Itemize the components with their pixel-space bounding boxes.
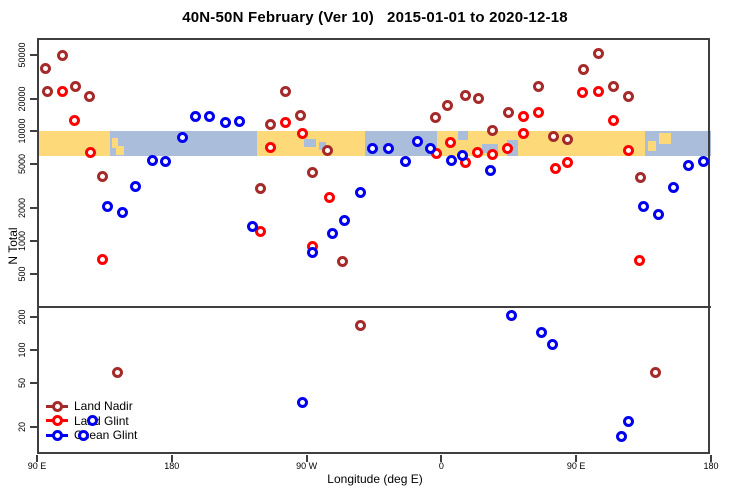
- x-tick-label: 90 E: [27, 461, 47, 471]
- legend: Land Nadir Land Glint Ocean Glint: [46, 399, 137, 443]
- y-tick-mark: [30, 316, 37, 319]
- y-tick-label: 20000: [17, 86, 27, 112]
- y-tick-label: 10000: [17, 118, 27, 144]
- legend-item-ocean-glint: Ocean Glint: [46, 428, 137, 443]
- plot-area: [37, 38, 710, 454]
- x-tick-mark: [575, 455, 578, 462]
- chart-title: 40N-50N February (Ver 10) 2015-01-01 to …: [182, 9, 568, 26]
- x-tick-label: 0: [438, 461, 444, 471]
- x-tick-mark: [170, 455, 173, 462]
- legend-item-land-nadir: Land Nadir: [46, 399, 137, 414]
- legend-label-land-nadir: Land Nadir: [74, 399, 133, 414]
- x-tick-mark: [305, 455, 308, 462]
- x-tick-mark: [36, 455, 38, 462]
- ocean-glint-marker-icon: [46, 429, 68, 441]
- x-axis-label: Longitude (deg E): [327, 472, 423, 486]
- y-tick-mark: [30, 130, 37, 133]
- y-tick-label: 50: [17, 378, 27, 389]
- y-tick-label: 200: [17, 309, 27, 325]
- y-tick-mark: [30, 206, 37, 209]
- y-tick-mark: [30, 425, 37, 428]
- land-glint-marker-icon: [46, 415, 68, 427]
- x-tick-label: 180: [703, 461, 719, 471]
- y-tick-mark: [30, 349, 37, 352]
- y-tick-label: 50000: [17, 42, 27, 68]
- y-tick-mark: [30, 382, 37, 385]
- legend-label-land-glint: Land Glint: [74, 413, 129, 428]
- legend-item-land-glint: Land Glint: [46, 414, 137, 429]
- y-tick-label: 5000: [17, 154, 27, 175]
- y-tick-mark: [30, 239, 37, 242]
- y-axis-label: N Total: [6, 227, 20, 265]
- y-tick-label: 20: [17, 421, 27, 432]
- x-tick-label: 180: [164, 461, 180, 471]
- y-tick-label: 100: [17, 342, 27, 358]
- x-tick-label: 90 W: [296, 461, 318, 471]
- x-tick-label: 90 E: [566, 461, 586, 471]
- x-tick-mark: [440, 455, 443, 462]
- y-tick-mark: [30, 272, 37, 275]
- y-tick-mark: [30, 97, 37, 100]
- x-tick-mark: [710, 455, 712, 462]
- y-tick-mark: [30, 54, 37, 56]
- land-nadir-marker-icon: [46, 400, 68, 412]
- legend-label-ocean-glint: Ocean Glint: [74, 428, 138, 443]
- y-tick-mark: [30, 163, 37, 166]
